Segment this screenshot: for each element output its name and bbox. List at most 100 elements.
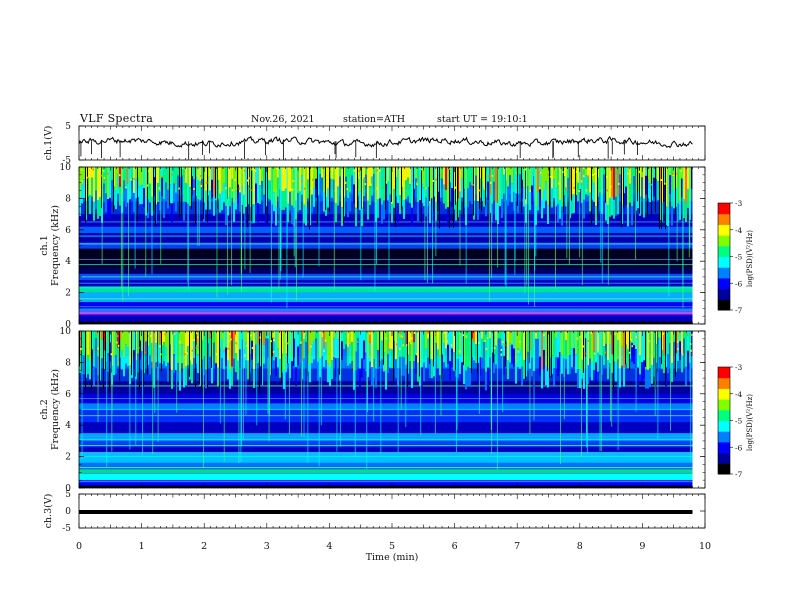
spectrogram-column [295,331,297,368]
high-psd-point [346,188,349,191]
spectrogram-column [171,369,173,389]
spectrogram-column [427,167,429,188]
dark-streak [325,167,326,210]
spectrogram-column [603,167,605,175]
dark-streak [471,331,472,374]
spectrogram-column [419,200,421,219]
spectrogram-column [671,363,673,382]
spectrogram-column [285,188,287,208]
spectrogram-column [227,331,229,361]
spectrogram-column [677,331,679,343]
spectrogram-column [589,358,591,378]
frequency-band [79,451,693,463]
spectrogram-column [571,348,573,367]
spectrogram-column [319,174,321,193]
frequency-band [79,440,693,448]
spectrogram-column [121,350,123,370]
colorbar-cell [718,205,730,208]
high-psd-point [329,169,331,172]
colorbar-cell [718,245,730,248]
spectrogram-column [465,370,467,390]
colorbar-cell [718,277,730,280]
spectrogram-column [245,206,247,226]
spectrogram-column [275,357,277,376]
spectrogram-column [93,167,95,202]
spectrogram-column [111,167,113,181]
spectrogram-column [347,346,349,366]
x-tick-label: 7 [514,541,520,552]
spectrogram-column [669,175,671,195]
spectrogram-column [323,192,325,212]
spectrogram-column [321,331,323,338]
dark-streak [161,331,162,372]
spectrogram-column [239,349,241,369]
spectrogram-column [643,167,645,199]
spectrogram-column [453,331,455,352]
colorbar-cell [718,265,730,268]
dark-streak [481,167,482,212]
high-psd-point [356,340,359,343]
dark-streak [463,167,464,217]
spectrogram-column [149,183,151,203]
spectrogram-column [367,167,369,201]
spectrogram-column [205,167,207,191]
spectrogram-column [295,367,297,386]
high-psd-point [672,174,674,177]
high-psd-point [376,169,378,172]
spectrogram-column [211,179,213,199]
high-psd-point [95,333,98,336]
spectrogram-column [149,167,151,184]
spectrogram-column [513,348,515,368]
spectrogram-column [629,167,631,184]
spectrogram-column [213,342,215,362]
spectrogram-column [537,339,539,359]
spectrogram-column [567,331,569,356]
spectrogram-column [133,350,135,370]
spectrogram-column [557,167,559,205]
dark-streak [629,331,630,370]
spectrogram-column [313,331,315,341]
spectrogram-column [331,331,333,361]
spectrogram-column [641,331,643,363]
spectrogram-column [173,183,175,203]
spectrogram-column [351,167,353,176]
spectrogram-column [367,200,369,220]
high-psd-point [549,175,552,178]
spectrogram-column [305,341,307,361]
high-psd-point [200,174,202,177]
spectrogram-column [669,343,671,363]
high-psd-point [387,348,390,351]
spectrogram-column [503,167,505,175]
colorbar-cell [718,239,730,241]
spectrogram-column [335,331,337,359]
spectrogram-column [387,167,389,182]
spectrogram-column [153,331,155,369]
spectrogram-column [679,201,681,221]
dark-streak [675,167,676,216]
colorbar-cell [718,371,730,373]
colorbar-cell [718,232,730,235]
spectrogram-column [245,167,247,207]
high-psd-point [148,334,150,337]
spectrogram-column [373,173,375,193]
x-axis-label: Time (min) [366,552,419,563]
frequency-band [79,473,693,481]
spectrogram-column [319,358,321,378]
dark-streak [517,167,518,206]
spectrogram-column [283,370,285,390]
spectrogram-column [225,347,227,367]
high-psd-point [116,341,118,344]
spectrogram-column [521,331,523,367]
colorbar-cell [718,295,730,298]
spectrogram-column [345,331,347,345]
spectrogram-column [521,366,523,386]
high-psd-point [646,346,649,349]
high-psd-point [410,337,413,340]
spectrogram-column [283,191,285,210]
spectrogram-column [431,359,433,379]
dark-streak [551,331,552,378]
spectrogram-column [117,167,119,175]
spectrogram-column [341,167,343,208]
colorbar-cell [718,253,730,256]
spectrogram-column [265,338,267,358]
